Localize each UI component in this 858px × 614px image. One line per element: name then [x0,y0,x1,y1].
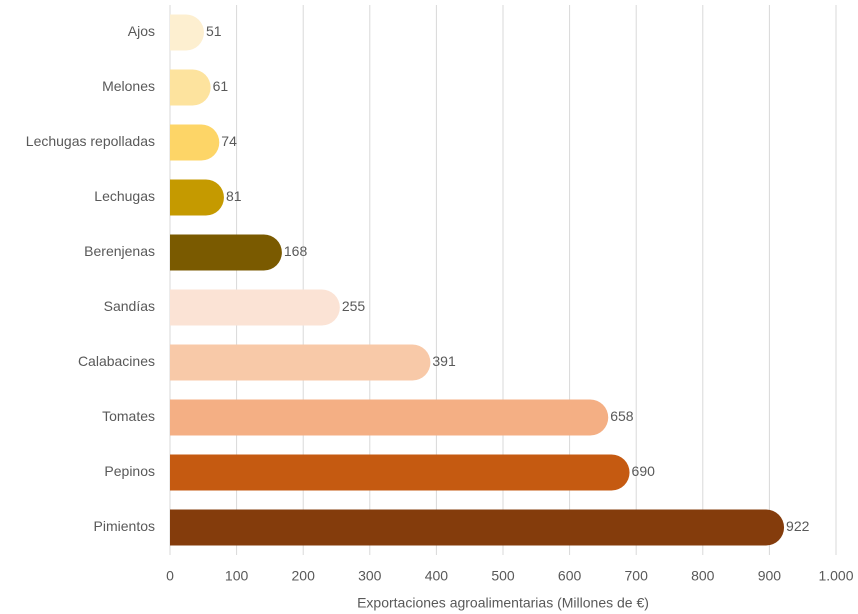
x-tick-label: 100 [225,568,249,584]
y-tick-label: Melones [102,78,155,94]
x-tick-label: 600 [558,568,582,584]
x-tick-label: 300 [358,568,382,584]
y-tick-label: Lechugas [94,188,155,204]
y-tick-label: Pepinos [104,463,155,479]
x-tick-label: 0 [166,568,174,584]
value-label: 922 [786,518,810,534]
y-tick-label: Lechugas repolladas [26,133,155,149]
bar [170,454,630,491]
bar [170,14,204,51]
value-label: 61 [213,78,229,94]
value-label: 658 [610,408,634,424]
bar [170,399,609,436]
bar [170,509,785,546]
y-tick-label: Berenjenas [84,243,155,259]
bar [170,289,340,326]
x-tick-label: 900 [758,568,782,584]
y-tick-label: Pimientos [94,518,155,534]
x-tick-label: 800 [691,568,715,584]
x-tick-label: 700 [625,568,649,584]
value-label: 51 [206,23,222,39]
bar [170,69,211,106]
x-tick-label: 500 [491,568,515,584]
y-tick-label: Tomates [102,408,155,424]
x-tick-label: 1.000 [818,568,853,584]
y-tick-label: Calabacines [78,353,155,369]
y-tick-label: Ajos [128,23,155,39]
y-tick-label: Sandías [104,298,155,314]
bar [170,124,220,161]
value-label: 74 [221,133,237,149]
value-label: 81 [226,188,242,204]
bar [170,179,224,216]
value-label: 255 [342,298,366,314]
value-label: 168 [284,243,308,259]
value-label: 690 [632,463,656,479]
bar [170,344,431,381]
x-tick-label: 200 [292,568,316,584]
x-axis-title: Exportaciones agroalimentarias (Millones… [357,595,649,611]
value-label: 391 [432,353,456,369]
x-tick-label: 400 [425,568,449,584]
bar [170,234,282,271]
